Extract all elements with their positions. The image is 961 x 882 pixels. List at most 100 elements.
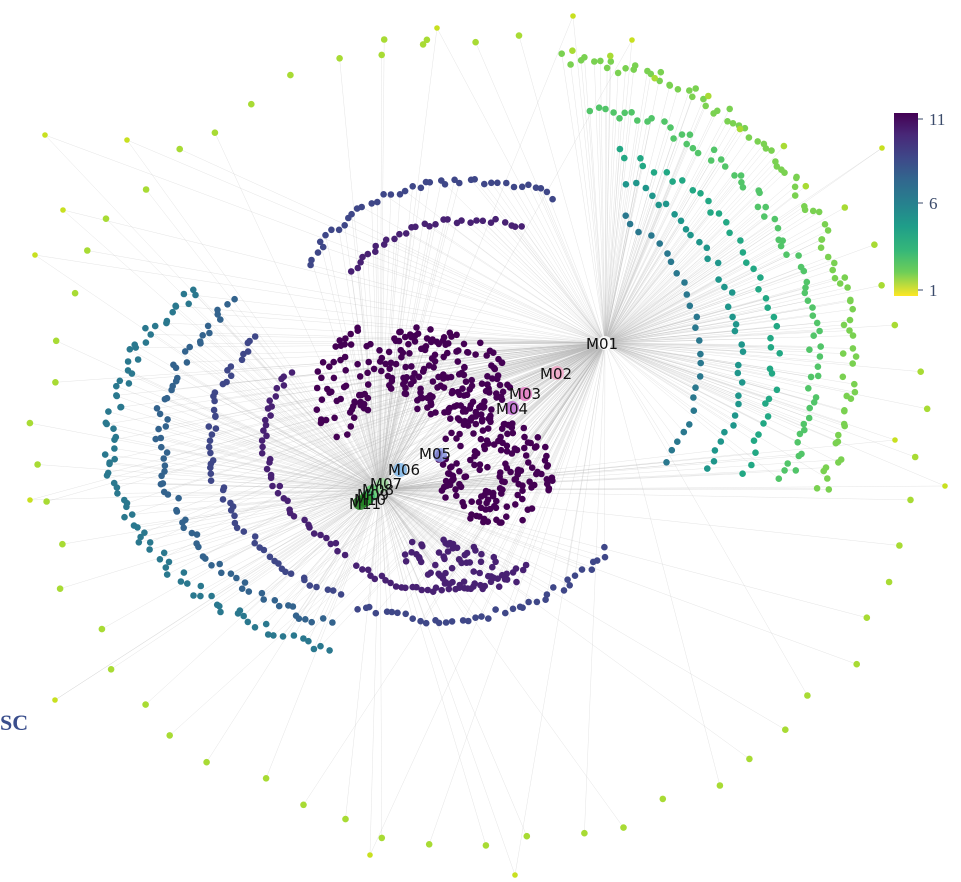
network-node: [815, 208, 823, 216]
network-node: [669, 178, 676, 185]
network-node: [509, 569, 517, 576]
network-node: [455, 347, 462, 354]
network-node: [907, 496, 914, 504]
network-node: [620, 824, 627, 831]
network-node: [524, 439, 532, 446]
network-node: [496, 485, 504, 492]
network-node: [364, 566, 372, 574]
network-node: [891, 321, 899, 329]
network-node: [422, 619, 430, 627]
network-node: [485, 615, 492, 622]
network-node: [607, 52, 614, 60]
network-node: [519, 566, 527, 574]
network-node: [498, 396, 506, 404]
network-node: [102, 419, 110, 427]
network-node: [757, 274, 764, 281]
network-node: [739, 348, 747, 356]
network-node: [411, 338, 419, 345]
network-node: [401, 551, 409, 558]
network-node: [440, 536, 447, 544]
network-node: [211, 129, 219, 136]
network-node: [280, 495, 288, 502]
network-node: [570, 13, 576, 19]
network-node: [203, 758, 210, 766]
network-node: [193, 531, 201, 538]
network-node: [476, 466, 484, 474]
network-node: [737, 172, 745, 179]
network-node: [231, 519, 239, 527]
network-node: [34, 461, 41, 468]
network-node: [212, 412, 219, 420]
network-node: [364, 381, 372, 388]
network-node: [768, 147, 775, 154]
network-node: [521, 444, 528, 452]
network-node: [434, 384, 441, 391]
hub-node: [353, 496, 367, 510]
network-node: [464, 349, 472, 356]
network-node: [396, 230, 403, 238]
network-node: [388, 608, 396, 616]
network-node: [844, 284, 851, 291]
network-node: [780, 142, 788, 150]
network-node: [566, 582, 573, 589]
network-node: [116, 377, 124, 385]
network-node: [429, 378, 437, 385]
network-node: [190, 592, 197, 599]
network-node: [567, 61, 574, 68]
network-node: [378, 834, 386, 842]
network-node: [156, 410, 164, 418]
network-node: [774, 224, 782, 232]
network-node: [333, 397, 341, 405]
network-node: [687, 231, 694, 239]
network-node: [768, 370, 776, 377]
network-node: [169, 382, 176, 390]
network-node: [840, 321, 848, 329]
network-node: [348, 406, 356, 414]
network-node: [280, 373, 288, 381]
network-node: [804, 297, 812, 305]
network-node: [456, 416, 464, 424]
network-node: [300, 574, 308, 582]
hub-label: M10: [354, 491, 386, 509]
network-node: [273, 384, 281, 392]
network-node: [302, 616, 309, 623]
network-node: [492, 215, 499, 223]
network-node: [738, 179, 745, 186]
network-node: [764, 304, 771, 312]
network-node: [268, 403, 276, 410]
network-node: [378, 367, 385, 375]
network-node: [241, 579, 249, 586]
network-node: [351, 398, 358, 406]
network-node: [731, 327, 739, 335]
network-node: [448, 564, 456, 572]
network-node: [333, 433, 341, 441]
network-node: [809, 304, 816, 311]
network-node: [442, 494, 449, 501]
network-node: [157, 434, 165, 442]
network-node: [628, 109, 635, 116]
network-node: [111, 445, 118, 452]
network-node: [777, 242, 785, 250]
colorbar-gradient: [894, 113, 918, 296]
network-node: [217, 316, 224, 323]
network-node: [673, 270, 680, 277]
network-node: [216, 560, 223, 568]
network-node: [182, 516, 189, 524]
network-node: [731, 172, 738, 179]
hub-node: [518, 387, 532, 401]
network-node: [461, 551, 469, 559]
network-node: [331, 414, 338, 422]
network-node: [231, 295, 238, 303]
network-node: [434, 25, 440, 31]
network-node: [832, 439, 840, 447]
network-node: [442, 341, 449, 349]
network-node: [354, 360, 361, 368]
network-node: [342, 815, 349, 823]
network-node: [354, 327, 362, 335]
network-node: [809, 207, 817, 215]
network-node: [534, 434, 542, 441]
network-node: [376, 347, 383, 354]
network-node: [550, 584, 557, 591]
network-node: [374, 198, 381, 206]
network-node: [234, 610, 242, 617]
